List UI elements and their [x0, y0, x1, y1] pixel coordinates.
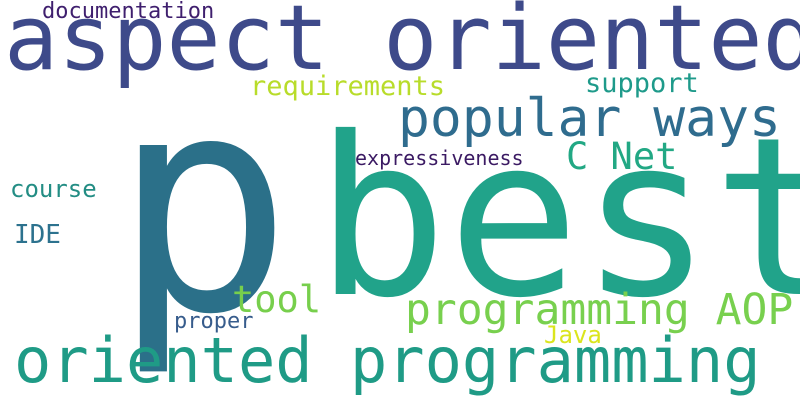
- word-requirements: requirements: [250, 71, 446, 102]
- word-expressiveness: expressiveness: [355, 146, 524, 170]
- word-documentation: documentation: [42, 0, 215, 24]
- word-tool: tool: [232, 278, 322, 321]
- word-support: support: [585, 68, 699, 99]
- word-oriented-programming: oriented programming: [14, 324, 761, 397]
- word-programming-aop: programming AOP: [405, 285, 794, 335]
- word-course: course: [10, 175, 97, 203]
- word-aspect-oriented: aspect oriented: [4, 0, 800, 91]
- word-p: p: [112, 31, 293, 380]
- word-best: best: [315, 90, 800, 346]
- word-popular-ways: popular ways: [398, 88, 781, 149]
- word-java: Java: [544, 321, 602, 349]
- word-proper: proper: [174, 309, 254, 334]
- word-ide: IDE: [14, 220, 61, 250]
- word-c-net: C Net: [566, 135, 678, 178]
